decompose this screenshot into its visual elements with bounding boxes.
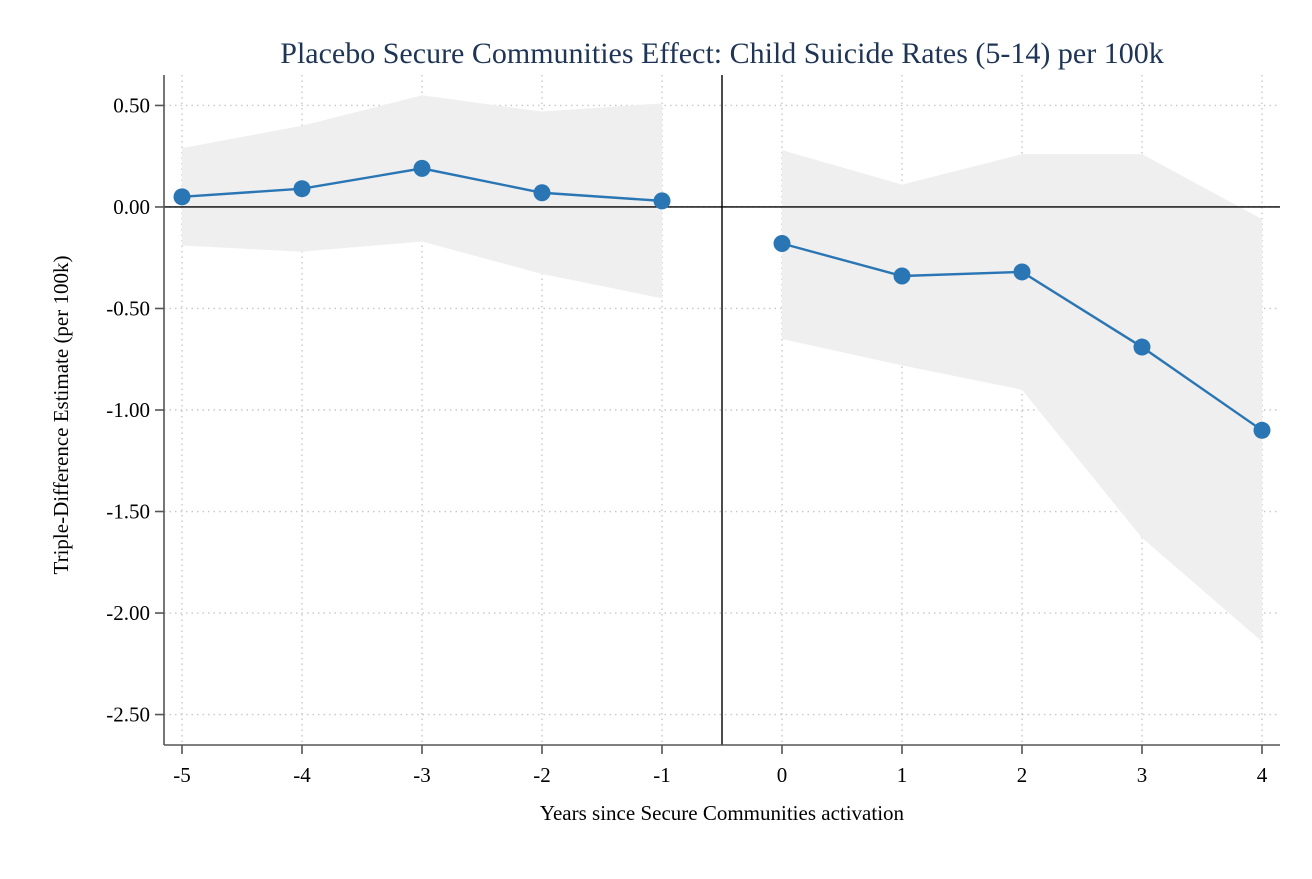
x-tick-label: 2 (1017, 763, 1028, 787)
y-tick-label: -0.50 (106, 296, 150, 320)
data-point (1253, 421, 1271, 439)
reference-line-layer (164, 75, 1280, 745)
y-tick-label: -1.50 (106, 500, 150, 524)
x-tick-label: -1 (653, 763, 671, 787)
data-point (293, 180, 311, 198)
series-layer (173, 159, 1271, 439)
data-point (893, 267, 911, 285)
x-tick-label: 4 (1257, 763, 1268, 787)
y-tick-label: 0.50 (113, 93, 150, 117)
data-point (1013, 263, 1031, 281)
x-tick-label: -3 (413, 763, 431, 787)
x-axis-title: Years since Secure Communities activatio… (540, 801, 905, 825)
x-tick-label: 0 (777, 763, 788, 787)
ci-band-2 (782, 150, 1262, 642)
axes-layer: 0.50 0.00 -0.50 -1.00 -1.50 -2.00 -2.50 -5 -4 -3 -… (106, 75, 1280, 787)
x-tick-label: -5 (173, 763, 191, 787)
data-point (533, 184, 551, 202)
y-tick-label: -2.50 (106, 703, 150, 727)
ci-band-1 (182, 95, 662, 299)
y-tick-label: -1.00 (106, 398, 150, 422)
data-point (413, 159, 431, 177)
data-point (1133, 338, 1151, 356)
x-tick-label: 1 (897, 763, 908, 787)
y-tick-label: -2.00 (106, 601, 150, 625)
x-tick-label: -2 (533, 763, 551, 787)
data-point (173, 188, 191, 206)
x-tick-label: -4 (293, 763, 311, 787)
x-tick-label: 3 (1137, 763, 1148, 787)
data-point (773, 235, 791, 253)
text-layer: Placebo Secure Communities Effect: Child… (49, 37, 1164, 825)
chart-title: Placebo Secure Communities Effect: Child… (280, 37, 1163, 70)
data-point (653, 192, 671, 210)
y-tick-label: 0.00 (113, 195, 150, 219)
y-axis-title: Triple-Difference Estimate (per 100k) (49, 256, 73, 575)
